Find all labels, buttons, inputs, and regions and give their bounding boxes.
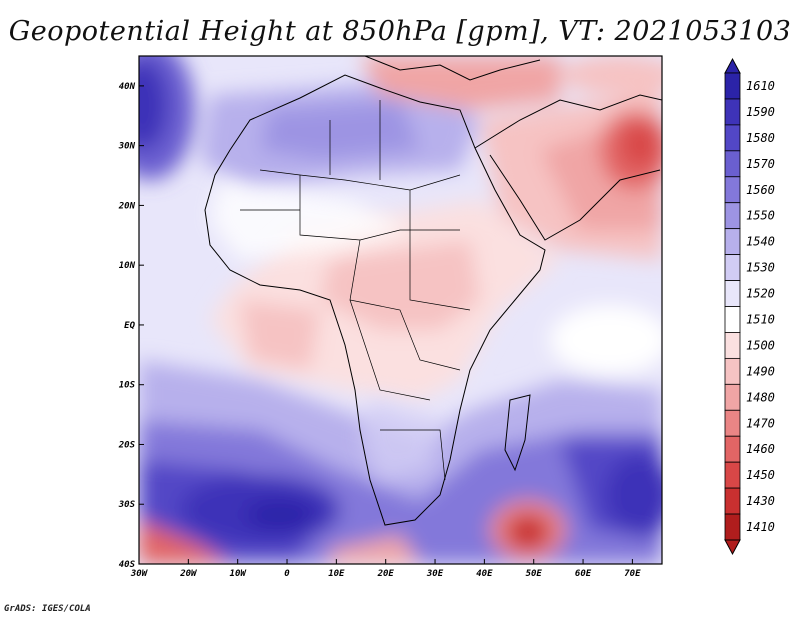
colorbar-label: 1490 xyxy=(746,364,775,378)
colorbar-bottom-arrow xyxy=(724,539,741,556)
colorbar: 1610 1590 1580 1570 1560 1550 1540 1530 1520 1510… xyxy=(724,57,775,556)
colorbar-label: 1530 xyxy=(746,261,775,275)
colorbar-label: 1560 xyxy=(746,183,775,197)
colorbar-segment xyxy=(724,228,741,256)
colorbar-label: 1550 xyxy=(746,209,775,223)
lon-tick-label: 30E xyxy=(426,569,444,579)
colorbar-label: 1580 xyxy=(746,131,775,145)
lon-tick-label: 60E xyxy=(575,569,592,579)
lat-tick-label: 30S xyxy=(118,500,136,510)
colorbar-segment xyxy=(724,150,741,178)
colorbar-top-arrow xyxy=(724,57,741,74)
lat-tick-label: EQ xyxy=(124,321,135,331)
latitude-axis: 40N 30N 20N 10N EQ 10S 20S 30S 40S xyxy=(118,82,144,570)
height-field xyxy=(139,56,662,564)
colorbar-segment xyxy=(724,254,741,281)
colorbar-label: 1570 xyxy=(746,157,775,171)
longitude-axis: 30W 20W 10W 0 10E 20E 30E 40E 50E 60E 70E xyxy=(130,559,641,579)
lon-tick-label: 70E xyxy=(624,569,641,579)
lon-tick-label: 10E xyxy=(328,569,345,579)
colorbar-label: 1610 xyxy=(746,79,775,93)
lat-tick-label: 20N xyxy=(118,201,136,211)
lon-tick-label: 20W xyxy=(179,569,198,579)
colorbar-segment xyxy=(724,409,741,437)
colorbar-label: 1410 xyxy=(746,520,775,534)
footer-credit: GrADS: IGES/COLA xyxy=(4,604,91,614)
colorbar-segment xyxy=(724,461,741,489)
colorbar-segment xyxy=(724,513,741,541)
colorbar-segment xyxy=(724,124,741,152)
colorbar-label: 1520 xyxy=(746,287,775,301)
map-frame xyxy=(138,55,663,565)
colorbar-label: 1460 xyxy=(746,442,775,456)
lat-tick-label: 40N xyxy=(119,82,136,92)
colorbar-segment xyxy=(724,332,741,359)
colorbar-label: 1450 xyxy=(746,468,775,482)
colorbar-segment xyxy=(724,306,741,333)
chart-title: Geopotential Height at 850hPa [gpm], VT:… xyxy=(8,16,792,47)
lon-tick-label: 20E xyxy=(377,569,395,579)
lon-tick-label: 50E xyxy=(526,569,543,579)
lat-tick-label: 30N xyxy=(118,142,136,152)
colorbar-segment xyxy=(724,357,741,385)
colorbar-label: 1470 xyxy=(746,416,775,430)
lat-tick-label: 10N xyxy=(119,261,136,271)
country-borders xyxy=(240,100,471,481)
lat-tick-label: 20S xyxy=(118,440,136,450)
colorbar-segment xyxy=(724,435,741,463)
lat-tick-label: 10S xyxy=(119,381,136,391)
colorbar-label: 1500 xyxy=(746,338,775,352)
lon-tick-label: 40E xyxy=(476,569,493,579)
colorbar-segment xyxy=(724,176,741,204)
colorbar-label: 1510 xyxy=(746,312,775,326)
lon-tick-label: 10W xyxy=(230,569,248,579)
colorbar-segment xyxy=(724,72,741,100)
colorbar-label: 1430 xyxy=(746,494,775,508)
lon-tick-label: 30W xyxy=(130,569,149,579)
colorbar-label: 1590 xyxy=(746,105,775,119)
colorbar-segment xyxy=(724,383,741,411)
colorbar-segment xyxy=(724,202,741,230)
lon-tick-label: 0 xyxy=(284,569,290,579)
colorbar-segment xyxy=(724,280,741,307)
colorbar-segment xyxy=(724,487,741,515)
colorbar-label: 1480 xyxy=(746,390,775,404)
colorbar-segment xyxy=(724,98,741,126)
colorbar-label: 1540 xyxy=(746,235,775,249)
lat-tick-label: 40S xyxy=(119,560,136,570)
